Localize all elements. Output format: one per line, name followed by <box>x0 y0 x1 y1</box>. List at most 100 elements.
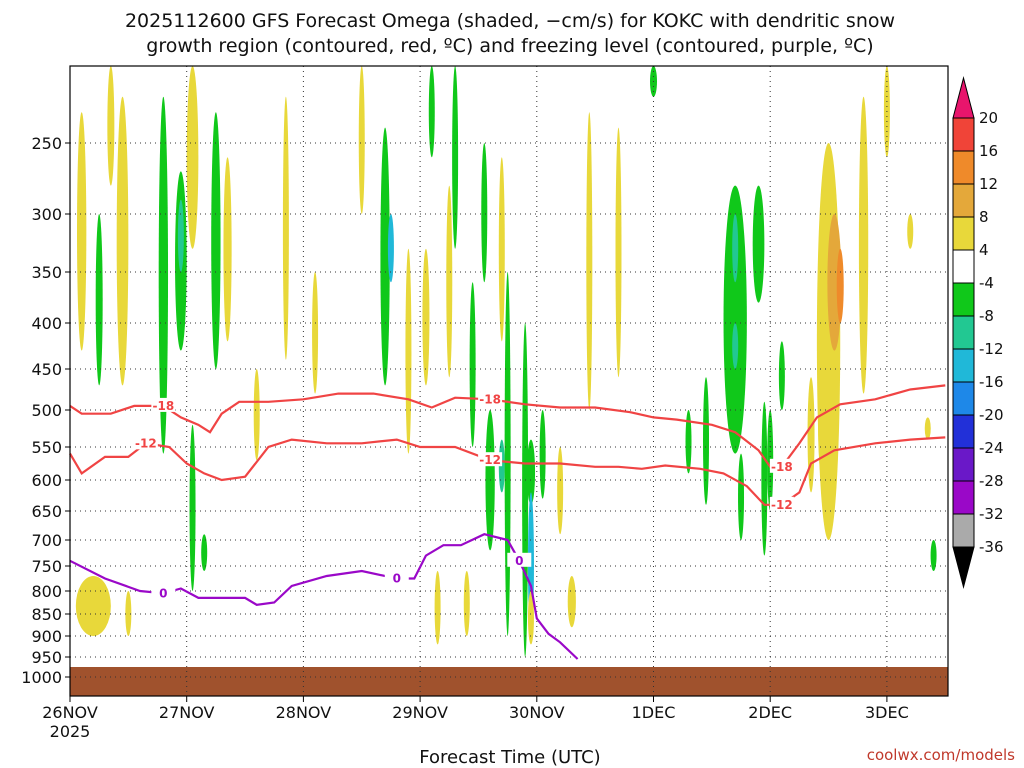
x-axis-label: Forecast Time (UTC) <box>419 747 600 768</box>
omega-shading <box>75 65 937 657</box>
omega-region <box>807 377 815 493</box>
contour-label: -12 <box>135 436 157 450</box>
colorbar-tick-label: -8 <box>979 307 994 325</box>
omega-region <box>125 591 132 636</box>
contour-label: 0 <box>159 586 167 600</box>
y-tick-label: 450 <box>31 360 62 379</box>
contour-label: -18 <box>153 399 175 413</box>
colorbar-tick-label: -32 <box>979 505 1004 523</box>
omega-region <box>95 214 103 386</box>
omega-region <box>463 571 470 636</box>
colorbar-tick-label: 20 <box>979 109 998 127</box>
omega-region <box>685 410 692 474</box>
omega-region <box>586 112 593 410</box>
omega-region <box>177 199 184 272</box>
contour-label-bg <box>133 435 158 450</box>
x-tick-label: 29NOV <box>392 703 448 722</box>
colorbar-bin <box>952 282 975 317</box>
omega-region <box>186 65 199 249</box>
y-tick-label: 700 <box>31 531 62 550</box>
y-tick-label: 550 <box>31 438 62 457</box>
omega-region <box>615 127 622 378</box>
x-axis: 26NOV 27NOV 28NOV 29NOV 30NOV 1DEC 2DEC 3DEC 202… <box>42 696 909 741</box>
contour-label-bg <box>384 570 409 585</box>
colorbar-bin <box>952 381 975 416</box>
omega-region <box>738 453 745 540</box>
omega-region <box>380 127 390 386</box>
omega-region <box>358 66 365 214</box>
omega-region <box>253 369 260 461</box>
omega-region <box>116 96 129 386</box>
colorbar-bin <box>952 480 975 515</box>
omega-region <box>526 439 536 505</box>
contour-label-bg <box>478 391 503 406</box>
omega-region <box>422 248 430 386</box>
omega-region <box>761 401 768 556</box>
contour-label: 0 <box>393 572 401 586</box>
omega-region <box>732 214 739 283</box>
colorbar-bin <box>952 117 975 152</box>
colorbar-bin <box>952 249 975 284</box>
colorbar-bin <box>952 513 975 548</box>
omega-region <box>452 65 459 249</box>
omega-region <box>527 591 534 645</box>
x-tick-label: 2DEC <box>748 703 792 722</box>
contour-line <box>69 533 579 660</box>
colorbar-bin <box>952 414 975 449</box>
credit-text: coolwx.com/models <box>867 746 1015 764</box>
colorbar-bin <box>952 447 975 482</box>
omega-region <box>158 96 169 454</box>
contour-label: 0 <box>515 554 523 568</box>
omega-region <box>223 157 232 342</box>
x-tick-label: 3DEC <box>865 703 909 722</box>
contour-label-bg <box>151 585 176 600</box>
colorbar: 20 16 12 8 4 -4 -8 -12 -16 -20 -24 -28 -32 -36 <box>952 76 1004 589</box>
y-tick-label: 850 <box>31 605 62 624</box>
omega-region <box>924 417 931 440</box>
y-tick-label: 600 <box>31 471 62 490</box>
colorbar-arrow-bottom <box>952 546 975 589</box>
omega-region <box>539 410 546 499</box>
omega-region <box>567 576 576 628</box>
y-tick-label: 950 <box>31 648 62 667</box>
omega-region <box>446 185 453 378</box>
colorbar-tick-label: 12 <box>979 175 998 193</box>
chart-title-line2: growth region (contoured, red, ºC) and f… <box>146 35 873 57</box>
colorbar-tick-label: -16 <box>979 373 1004 391</box>
omega-region <box>557 447 564 535</box>
omega-region <box>428 66 435 158</box>
omega-region <box>75 576 111 636</box>
colorbar-tick-label: -4 <box>979 274 994 292</box>
omega-region <box>469 282 476 447</box>
colorbar-bin <box>952 150 975 185</box>
contour-label: -18 <box>771 460 793 474</box>
contour-label-bg <box>769 458 794 473</box>
omega-region <box>504 272 511 636</box>
omega-region <box>778 341 785 411</box>
omega-region <box>107 66 115 186</box>
y-tick-label: 400 <box>31 314 62 333</box>
y-tick-label: 800 <box>31 582 62 601</box>
colorbar-tick-label: -12 <box>979 340 1004 358</box>
y-tick-label: 1000 <box>21 668 62 687</box>
y-tick-label: 900 <box>31 627 62 646</box>
omega-region <box>827 213 842 351</box>
contour-label: -12 <box>479 453 501 467</box>
y-tick-label: 350 <box>31 263 62 282</box>
y-tick-label: 300 <box>31 205 62 224</box>
colorbar-bin <box>952 216 975 251</box>
colorbar-tick-label: 4 <box>979 241 989 259</box>
omega-region <box>818 369 828 480</box>
omega-region <box>930 540 937 571</box>
omega-region <box>211 112 221 369</box>
contour-label-bg <box>769 496 794 511</box>
omega-region <box>723 185 747 454</box>
y-axis: 250 300 350 400 450 500 550 600 650 700 750 800 850 9… <box>21 134 70 687</box>
x-tick-label: 1DEC <box>632 703 676 722</box>
x-tick-label: 27NOV <box>159 703 215 722</box>
contours: -18 -18 -18 -12 -12 -12 0 0 0 <box>69 384 946 660</box>
y-tick-label: 650 <box>31 502 62 521</box>
omega-region <box>77 112 87 351</box>
y-tick-label: 500 <box>31 401 62 420</box>
omega-region <box>498 157 505 342</box>
